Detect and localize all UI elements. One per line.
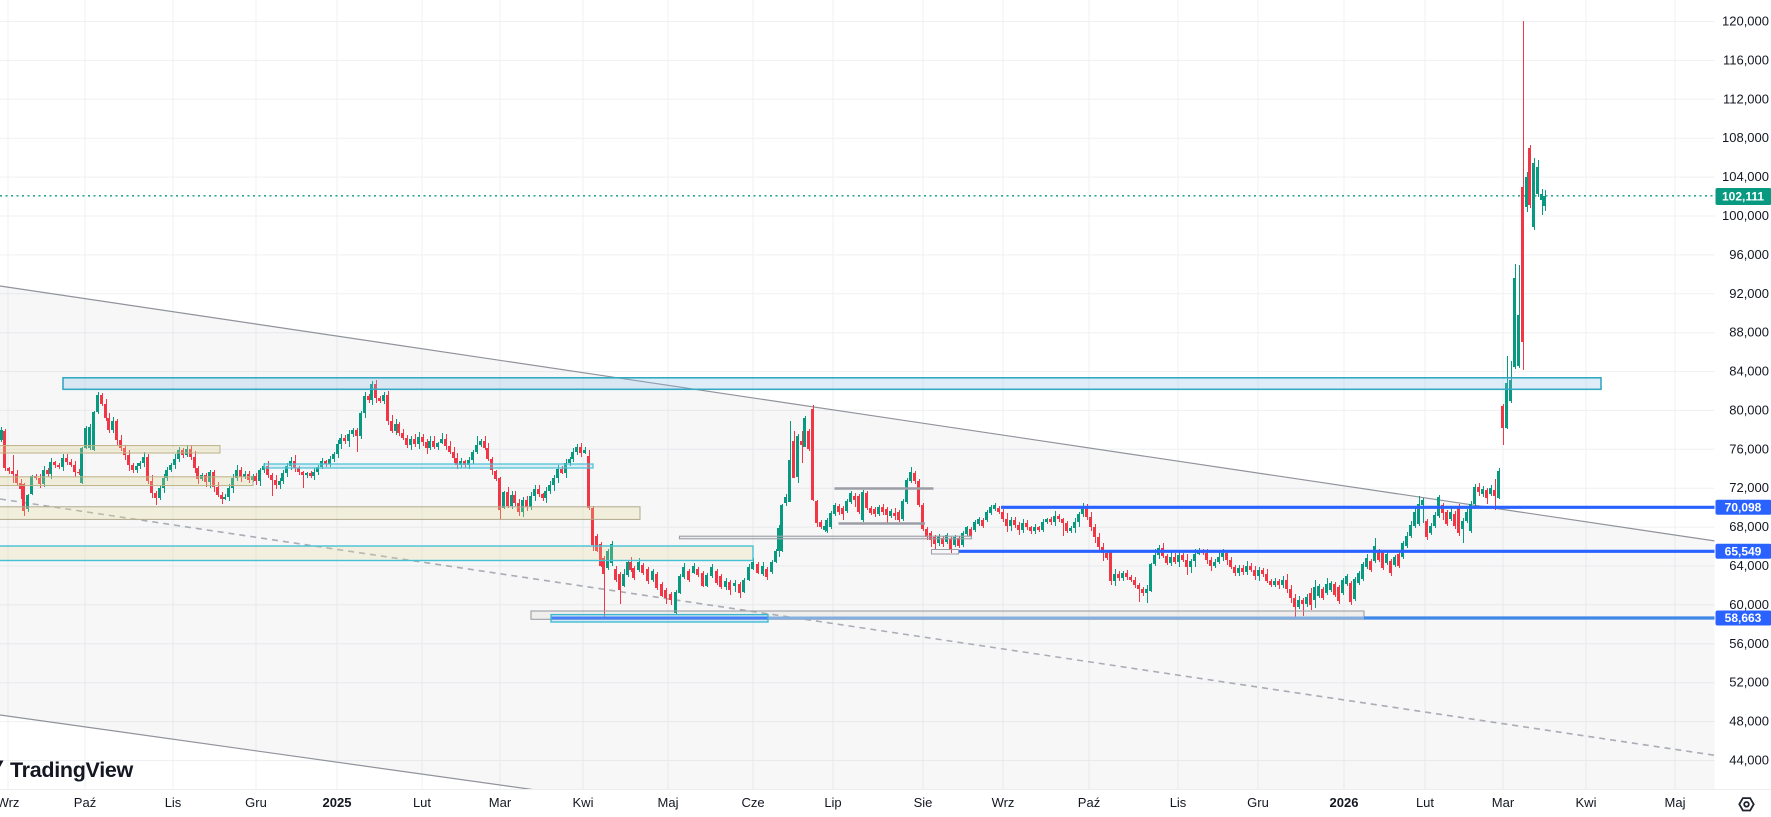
svg-text:Gru: Gru — [245, 795, 267, 810]
svg-text:76,000: 76,000 — [1729, 441, 1769, 456]
svg-text:Mar: Mar — [489, 795, 512, 810]
svg-text:Paź: Paź — [74, 795, 96, 810]
svg-text:Maj: Maj — [658, 795, 679, 810]
svg-text:Gru: Gru — [1247, 795, 1269, 810]
svg-text:Lis: Lis — [165, 795, 182, 810]
svg-text:64,000: 64,000 — [1729, 558, 1769, 573]
svg-text:108,000: 108,000 — [1722, 130, 1769, 145]
svg-text:Kwi: Kwi — [573, 795, 594, 810]
svg-text:44,000: 44,000 — [1729, 753, 1769, 768]
svg-text:Lut: Lut — [1416, 795, 1434, 810]
svg-text:80,000: 80,000 — [1729, 402, 1769, 417]
svg-text:112,000: 112,000 — [1723, 91, 1769, 106]
svg-text:Lip: Lip — [824, 795, 841, 810]
svg-text:2026: 2026 — [1330, 795, 1359, 810]
svg-text:Kwi: Kwi — [1576, 795, 1597, 810]
svg-text:58,663: 58,663 — [1725, 611, 1762, 625]
svg-text:72,000: 72,000 — [1729, 480, 1769, 495]
svg-text:Cze: Cze — [741, 795, 764, 810]
svg-text:100,000: 100,000 — [1722, 208, 1769, 223]
svg-text:92,000: 92,000 — [1729, 286, 1769, 301]
svg-text:102,111: 102,111 — [1722, 190, 1764, 204]
svg-text:Lut: Lut — [413, 795, 431, 810]
svg-text:Lis: Lis — [1170, 795, 1187, 810]
svg-text:88,000: 88,000 — [1729, 325, 1769, 340]
svg-text:104,000: 104,000 — [1722, 169, 1769, 184]
svg-text:Paź: Paź — [1078, 795, 1100, 810]
svg-text:Wrz: Wrz — [0, 795, 19, 810]
svg-text:48,000: 48,000 — [1729, 714, 1769, 729]
svg-text:70,098: 70,098 — [1725, 500, 1762, 514]
svg-text:96,000: 96,000 — [1729, 247, 1769, 262]
svg-text:116,000: 116,000 — [1723, 52, 1769, 67]
svg-text:Wrz: Wrz — [992, 795, 1015, 810]
svg-text:Sie: Sie — [914, 795, 933, 810]
svg-text:TradingView: TradingView — [10, 758, 134, 782]
svg-text:56,000: 56,000 — [1729, 636, 1769, 651]
svg-text:2025: 2025 — [323, 795, 352, 810]
svg-text:Maj: Maj — [1665, 795, 1686, 810]
svg-text:84,000: 84,000 — [1729, 364, 1769, 379]
svg-text:68,000: 68,000 — [1729, 519, 1769, 534]
svg-text:120,000: 120,000 — [1722, 14, 1769, 29]
svg-text:65,549: 65,549 — [1725, 544, 1762, 558]
svg-text:60,000: 60,000 — [1729, 597, 1769, 612]
svg-text:52,000: 52,000 — [1729, 675, 1769, 690]
svg-text:Mar: Mar — [1492, 795, 1515, 810]
